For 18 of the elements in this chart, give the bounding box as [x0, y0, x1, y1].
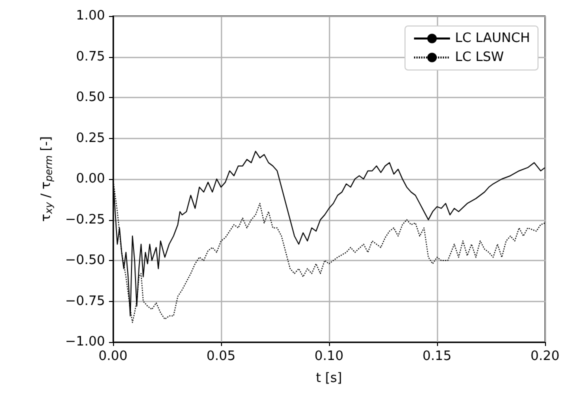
y-tick-label: 0.25	[76, 130, 105, 146]
x-tick-label: 0.10	[314, 349, 344, 364]
y-tick-label: −0.50	[65, 253, 105, 268]
y-tick-label: 0.75	[76, 49, 105, 64]
y-tick-label: 0.00	[76, 172, 105, 186]
x-tick-label: 0.15	[422, 349, 452, 364]
x-tick-label: 0.05	[206, 349, 236, 364]
x-axis-title: t [s]	[316, 371, 342, 386]
y-tick-label: −0.25	[65, 212, 105, 228]
y-tick-label: 1.00	[76, 8, 105, 24]
x-tick-label: 0.20	[530, 349, 560, 364]
y-tick-label: −1.00	[65, 334, 105, 350]
x-tick-label: 0.00	[98, 349, 128, 364]
legend-label: LC LSW	[455, 50, 504, 65]
legend-label: LC LAUNCH	[455, 31, 530, 46]
y-axis-title: τxy / τperm [-]	[38, 136, 55, 222]
y-tick-label: −0.75	[65, 294, 105, 309]
y-tick-label: 0.50	[76, 90, 105, 105]
